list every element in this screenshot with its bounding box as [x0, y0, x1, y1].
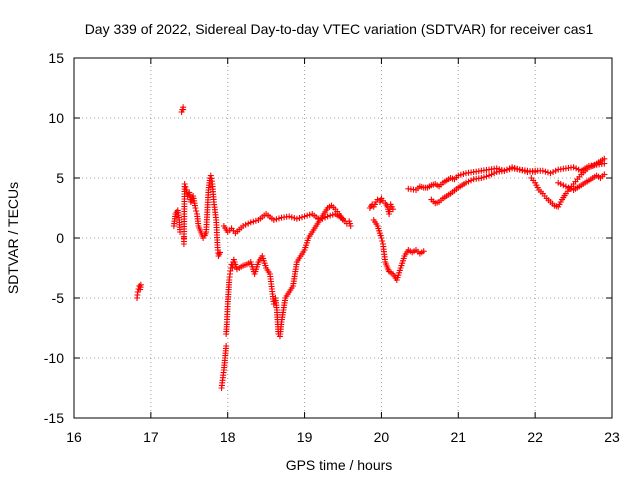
y-tick-label: 5 — [56, 170, 64, 186]
data-point — [270, 217, 277, 223]
grid-lines — [74, 58, 612, 418]
data-point — [247, 219, 254, 226]
y-tick-label: 10 — [48, 110, 64, 126]
data-point — [462, 179, 469, 186]
data-point — [562, 183, 569, 190]
data-point — [457, 171, 464, 178]
data-point — [291, 215, 298, 221]
data-point — [420, 248, 427, 255]
y-tick-label: -10 — [44, 350, 64, 366]
data-point — [296, 215, 303, 221]
data-point — [501, 167, 508, 174]
data-point — [183, 187, 190, 193]
data-point — [483, 173, 490, 180]
data-point — [217, 249, 224, 256]
axis-ticks — [73, 57, 613, 419]
y-tick-label: 15 — [48, 50, 64, 66]
data-point — [573, 165, 580, 172]
data-point — [547, 170, 554, 177]
x-tick-label: 17 — [143, 429, 159, 445]
data-point — [252, 217, 259, 224]
data-point — [480, 174, 487, 181]
data-point — [550, 169, 557, 175]
data-point — [322, 214, 329, 221]
data-point — [539, 167, 546, 174]
data-point — [379, 238, 386, 244]
y-tick-labels: -15 -10 -5 0 5 10 15 — [44, 50, 64, 426]
x-tick-label: 21 — [450, 429, 466, 445]
data-point — [465, 178, 472, 185]
x-tick-label: 18 — [220, 429, 236, 445]
data-point — [250, 218, 257, 225]
data-point — [182, 184, 189, 190]
data-point — [455, 172, 462, 179]
data-point — [192, 205, 199, 211]
data-point — [304, 212, 311, 219]
y-tick-label: -5 — [52, 290, 65, 306]
y-tick-label: -15 — [44, 410, 64, 426]
data-point — [488, 171, 495, 178]
data-point — [293, 215, 300, 222]
chart-title: Day 339 of 2022, Sidereal Day-to-day VTE… — [85, 21, 594, 37]
data-point — [223, 343, 230, 349]
data-point — [503, 167, 510, 173]
data-point — [542, 168, 549, 175]
data-point — [327, 212, 334, 219]
data-point — [136, 283, 143, 289]
data-point — [181, 181, 188, 187]
data-point — [532, 169, 539, 175]
data-point — [560, 182, 567, 189]
x-tick-label: 22 — [527, 429, 543, 445]
data-point — [601, 155, 608, 162]
data-point — [486, 172, 493, 179]
data-point — [324, 213, 331, 220]
data-points — [134, 104, 608, 391]
data-point — [319, 215, 326, 222]
data-point — [137, 281, 144, 288]
data-point — [347, 223, 354, 229]
data-point — [306, 211, 313, 218]
x-axis-label: GPS time / hours — [286, 457, 393, 473]
data-point — [552, 167, 559, 174]
data-point — [193, 208, 200, 214]
y-axis-label: SDTVAR / TECUs — [5, 182, 21, 294]
data-point — [557, 181, 564, 187]
data-point — [242, 221, 249, 228]
data-point — [570, 164, 577, 171]
data-point — [240, 223, 247, 229]
data-point — [378, 235, 385, 241]
x-tick-labels: 16 17 18 19 20 21 22 23 — [66, 429, 620, 445]
data-point — [275, 215, 282, 222]
x-tick-label: 16 — [66, 429, 82, 445]
data-point — [389, 206, 396, 213]
data-point — [288, 214, 295, 221]
x-tick-label: 20 — [374, 429, 390, 445]
x-tick-label: 23 — [604, 429, 620, 445]
data-point — [544, 169, 551, 176]
x-tick-label: 19 — [297, 429, 313, 445]
data-point — [299, 214, 306, 221]
data-point — [180, 106, 187, 113]
data-point — [601, 171, 608, 178]
data-point — [316, 217, 323, 223]
data-point — [460, 171, 467, 177]
data-point — [555, 179, 562, 186]
data-point — [506, 166, 513, 173]
y-tick-label: 0 — [56, 230, 64, 246]
data-point — [273, 216, 280, 223]
data-point — [245, 220, 252, 227]
data-point — [286, 213, 293, 220]
data-point — [565, 184, 572, 191]
data-point — [301, 213, 308, 220]
data-point — [478, 175, 485, 181]
data-point — [468, 177, 475, 184]
data-point — [491, 170, 498, 177]
